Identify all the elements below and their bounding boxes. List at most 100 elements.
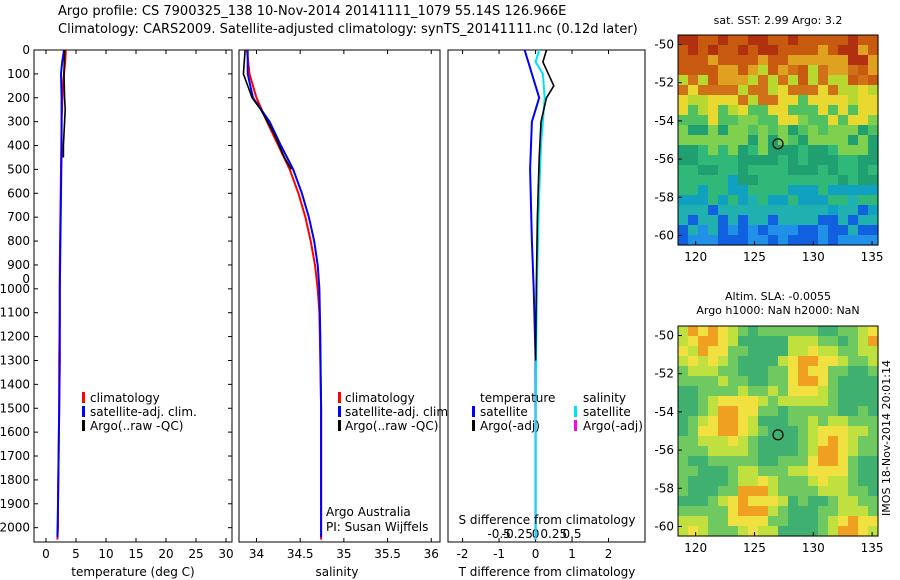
map-cell — [768, 386, 779, 397]
map-cell — [858, 506, 869, 517]
map-cell — [728, 506, 739, 517]
map-cell — [838, 135, 849, 146]
map-cell — [858, 55, 869, 66]
map-cell — [808, 326, 819, 337]
difference-series — [523, 49, 555, 540]
map-cell — [748, 175, 759, 186]
map-cell — [828, 125, 839, 136]
map-cell — [788, 225, 799, 236]
map-cell — [728, 336, 739, 347]
map-cell — [858, 235, 869, 246]
map-cell — [848, 125, 859, 136]
map-cell — [828, 456, 839, 467]
map-cell — [798, 346, 809, 357]
map-cell — [868, 376, 879, 387]
y-tick-label: 100 — [7, 67, 30, 81]
map-cell — [798, 356, 809, 367]
map-cell — [798, 336, 809, 347]
map-cell — [708, 346, 719, 357]
map-cell — [768, 225, 779, 236]
map-cell — [828, 416, 839, 427]
map-cell — [698, 135, 709, 146]
map-cell — [738, 466, 749, 477]
map-cell — [728, 105, 739, 116]
map-cell — [718, 526, 729, 537]
map-cell — [858, 416, 869, 427]
map-cell — [838, 205, 849, 216]
map-cell — [728, 215, 739, 226]
map-cell — [818, 235, 829, 246]
map-cell — [758, 366, 769, 377]
map-cell — [778, 125, 789, 136]
map-cell — [678, 506, 689, 517]
map-cell — [688, 486, 699, 497]
map-cell — [778, 145, 789, 156]
map-cell — [718, 496, 729, 507]
map-cell — [728, 195, 739, 206]
map-cell — [788, 406, 799, 417]
salinity-legend-satellite: satellite-adj. clim. — [345, 405, 452, 419]
map-cell — [758, 85, 769, 96]
map-cell — [818, 125, 829, 136]
map-cell — [708, 35, 719, 46]
map-cell — [698, 65, 709, 76]
map-cell — [778, 65, 789, 76]
map-cell — [728, 235, 739, 246]
x-tick-label: -1 — [493, 547, 505, 561]
map-cell — [688, 506, 699, 517]
map-cell — [868, 45, 879, 56]
y-tick-label: 0 — [22, 272, 30, 286]
map-cell — [868, 135, 879, 146]
map-cell — [788, 526, 799, 537]
map-cell — [708, 55, 719, 66]
map-cell — [708, 95, 719, 106]
map-cell — [768, 326, 779, 337]
map-cell — [858, 225, 869, 236]
map-cell — [868, 105, 879, 116]
map-cell — [748, 386, 759, 397]
map-cell — [818, 135, 829, 146]
map-cell — [708, 215, 719, 226]
map-cell — [768, 155, 779, 166]
map-cell — [678, 115, 689, 126]
map-cell — [808, 205, 819, 216]
map-cell — [818, 35, 829, 46]
imos-timestamp-label: IMOS 18-Nov-2014 20:01:14 — [880, 360, 893, 516]
y-tick-label: 1000 — [0, 282, 30, 296]
x-tick-label: 34 — [249, 547, 264, 561]
map-cell — [738, 426, 749, 437]
sla-map-lat-axis: -50 -52 -54 -56 -58 -60 — [654, 329, 682, 533]
map-cell — [718, 45, 729, 56]
sla-map-panel: Altim. SLA: -0.0055 Argo h1000: NaN h200… — [654, 290, 893, 555]
map-cell — [838, 506, 849, 517]
map-cell — [728, 436, 739, 447]
map-cell — [678, 225, 689, 236]
map-cell — [738, 456, 749, 467]
map-cell — [788, 426, 799, 437]
map-cell — [758, 175, 769, 186]
map-cell — [788, 195, 799, 206]
map-cell — [828, 346, 839, 357]
map-cell — [768, 145, 779, 156]
map-cell — [758, 466, 769, 477]
map-cell — [728, 366, 739, 377]
map-cell — [788, 205, 799, 216]
lat-tick-label: -54 — [654, 114, 674, 128]
map-cell — [678, 195, 689, 206]
y-tick-label: 800 — [7, 234, 30, 248]
map-cell — [728, 165, 739, 176]
map-cell — [728, 416, 739, 427]
map-cell — [868, 55, 879, 66]
map-cell — [798, 35, 809, 46]
top-tick-label: -0.5 — [487, 527, 510, 541]
map-cell — [728, 426, 739, 437]
map-cell — [778, 336, 789, 347]
map-cell — [738, 155, 749, 166]
map-cell — [748, 326, 759, 337]
legend-swatch-argo — [338, 420, 341, 431]
map-cell — [828, 215, 839, 226]
map-cell — [698, 406, 709, 417]
map-cell — [768, 135, 779, 146]
map-cell — [848, 85, 859, 96]
map-cell — [848, 165, 859, 176]
